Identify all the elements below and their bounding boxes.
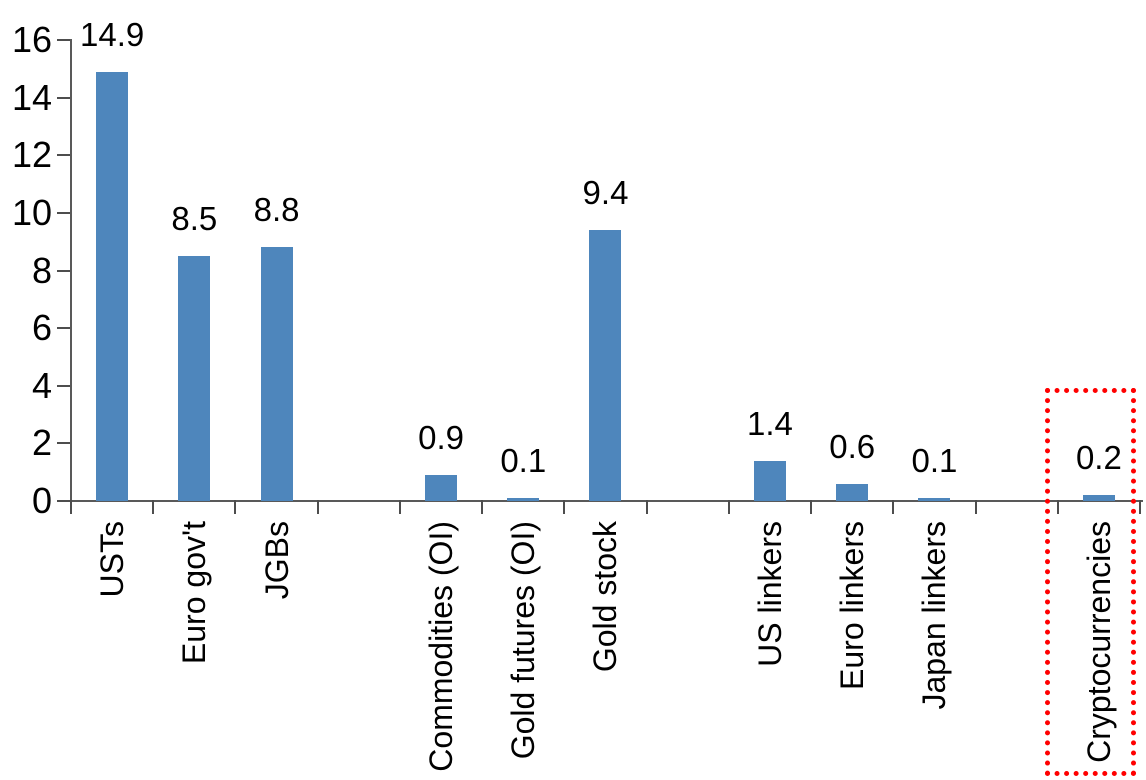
y-tick <box>57 211 70 214</box>
x-tick <box>1056 500 1059 514</box>
y-tick-label: 12 <box>11 134 52 176</box>
x-tick <box>70 500 72 514</box>
x-tick <box>563 500 566 514</box>
y-tick <box>57 39 70 42</box>
x-tick <box>727 500 730 514</box>
bar-value-label: 0.2 <box>1075 439 1122 477</box>
bar <box>260 247 293 501</box>
x-category-label: Euro linkers <box>834 521 871 690</box>
x-axis-line <box>70 500 1143 502</box>
bar <box>836 483 869 501</box>
bar-value-label: 9.4 <box>582 174 629 212</box>
y-tick <box>57 500 70 502</box>
bar <box>178 256 211 501</box>
y-tick-label: 0 <box>31 480 52 521</box>
y-axis-line <box>70 39 72 502</box>
x-tick <box>645 500 648 514</box>
y-tick-label: 16 <box>11 19 52 61</box>
bar <box>425 475 458 501</box>
y-tick <box>57 269 70 272</box>
x-tick <box>481 500 484 514</box>
bar <box>589 230 622 501</box>
x-category-label: JGBs <box>258 521 295 600</box>
y-tick-label: 14 <box>11 76 52 118</box>
x-category-label: Euro gov't <box>176 521 213 665</box>
x-tick <box>152 500 155 514</box>
bar-value-label: 14.9 <box>79 15 145 53</box>
y-tick-label: 2 <box>31 422 52 464</box>
bar <box>753 460 786 501</box>
y-tick-label: 10 <box>11 191 52 233</box>
x-tick <box>810 500 813 514</box>
y-tick-label: 8 <box>31 249 52 291</box>
x-category-label: Commodities (OI) <box>423 521 460 772</box>
x-category-label: US linkers <box>751 521 788 667</box>
x-tick <box>234 500 237 514</box>
y-tick <box>57 154 70 157</box>
x-category-label: Gold stock <box>587 521 624 673</box>
x-category-label: Gold futures (OI) <box>505 521 542 760</box>
bar <box>96 71 129 501</box>
x-category-label: Japan linkers <box>916 521 953 710</box>
x-tick <box>316 500 319 514</box>
x-tick <box>1138 500 1141 514</box>
bar-value-label: 0.6 <box>829 427 876 465</box>
y-tick-label: 4 <box>31 364 52 406</box>
bar <box>1082 495 1115 501</box>
bar <box>507 498 540 501</box>
bar-value-label: 1.4 <box>747 404 793 442</box>
bar-value-label: 0.9 <box>418 419 464 457</box>
y-tick <box>57 384 70 387</box>
bar-value-label: 8.8 <box>253 191 300 229</box>
x-category-label: USTs <box>94 521 131 598</box>
bar-value-label: 0.1 <box>911 442 958 480</box>
x-tick <box>892 500 895 514</box>
x-tick <box>398 500 401 514</box>
bar-value-label: 8.5 <box>171 200 218 238</box>
y-tick <box>57 327 70 330</box>
y-tick <box>57 442 70 445</box>
bar <box>918 498 951 501</box>
y-tick <box>57 96 70 99</box>
bar-value-label: 0.1 <box>500 442 547 480</box>
y-tick-label: 6 <box>31 307 52 349</box>
x-tick <box>974 500 977 514</box>
highlight-box <box>1045 388 1137 776</box>
